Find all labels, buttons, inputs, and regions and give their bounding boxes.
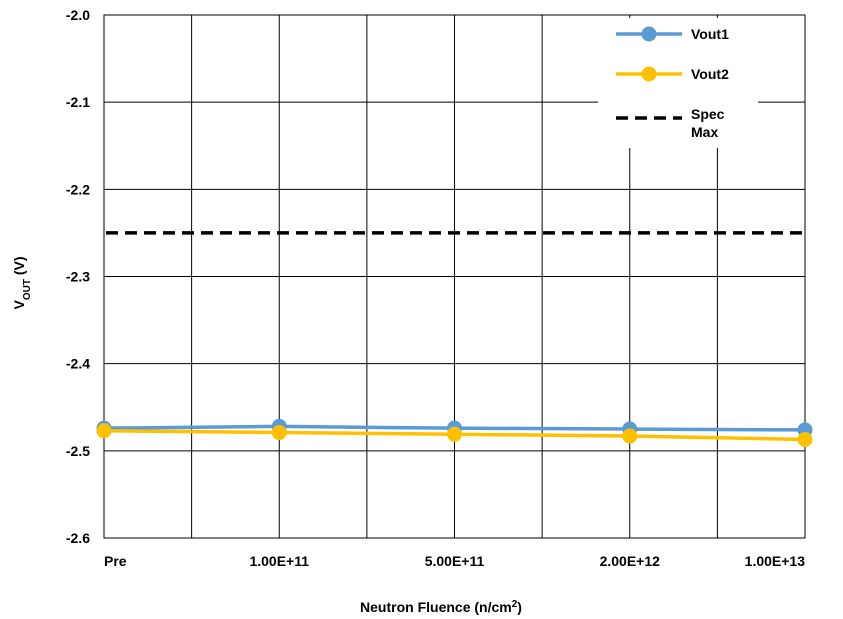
- y-tick-label: -2.3: [66, 269, 90, 285]
- x-tick-label: 5.00E+11: [425, 553, 485, 569]
- legend-item: Vout1: [616, 26, 729, 42]
- legend-background: [598, 18, 758, 148]
- y-tick-label: -2.2: [66, 181, 90, 197]
- data-point: [447, 426, 462, 442]
- legend-item: Spec Max: [616, 106, 725, 140]
- data-point: [797, 432, 813, 448]
- series-layer: [96, 231, 813, 448]
- ticks: -2.0 -2.1 -2.2 -2.3 -2.4 -2.5 -2.6 Pre 1.00E+11 5…: [66, 7, 805, 569]
- y-tick-label: -2.0: [66, 7, 90, 23]
- x-tick-label: 2.00E+12: [600, 553, 661, 569]
- x-tick-label: 1.00E+11: [249, 553, 309, 569]
- legend-label: Vout1: [691, 26, 729, 42]
- legend-marker: [641, 66, 657, 82]
- y-tick-label: -2.1: [66, 94, 90, 110]
- legend-label: Vout2: [691, 66, 729, 82]
- legend-item: Vout2: [616, 66, 729, 82]
- y-tick-label: -2.6: [66, 530, 90, 546]
- data-point: [622, 428, 638, 444]
- data-point: [96, 423, 112, 439]
- legend-label: Spec Max: [691, 106, 725, 140]
- data-point: [271, 425, 287, 441]
- x-tick-label: Pre: [104, 553, 127, 569]
- series-vout2: [96, 423, 813, 448]
- legend-marker: [641, 26, 657, 42]
- y-tick-label: -2.5: [66, 443, 90, 459]
- x-axis-title: Neutron Fluence (n/cm2): [360, 599, 522, 616]
- x-tick-label: 1.00E+13: [745, 553, 806, 569]
- legend: Vout1 Vout2 Spec Max: [598, 18, 758, 148]
- y-tick-label: -2.4: [66, 356, 90, 372]
- y-axis-title: VOUT (V): [11, 256, 33, 309]
